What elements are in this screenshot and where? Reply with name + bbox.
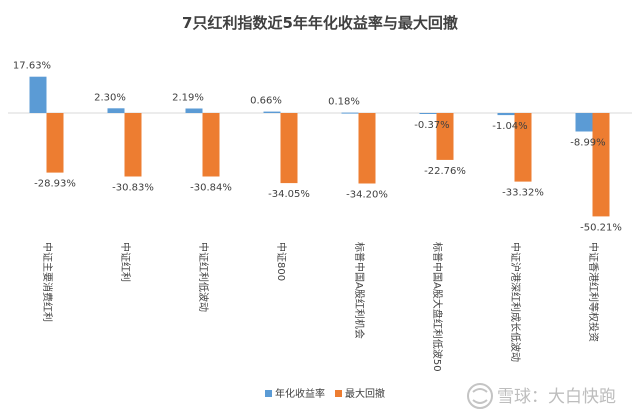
category-label-2: 中证红利低波动 (197, 242, 210, 312)
data-label-drawdown-2: -30.84% (190, 183, 232, 194)
data-label-drawdown-7: -50.21% (580, 222, 622, 233)
bar-return-3 (263, 111, 281, 113)
legend-swatch-0 (265, 390, 272, 397)
bar-drawdown-0 (46, 113, 64, 173)
bar-return-1 (107, 108, 125, 113)
category-label-5: 标普中国A股大盘红利低波50 (431, 242, 444, 372)
data-label-return-3: 0.66% (250, 96, 282, 107)
legend-label-1: 最大回撤 (345, 387, 385, 400)
category-label-7: 中证香港红利等权投资 (587, 242, 600, 342)
bar-return-4 (341, 112, 359, 114)
data-label-drawdown-4: -34.20% (346, 190, 388, 201)
data-label-return-0: 17.63% (13, 61, 51, 72)
bar-return-2 (185, 108, 203, 113)
bar-return-7 (575, 113, 593, 132)
chart-title: 7只红利指数近5年年化收益率与最大回撤 (182, 14, 458, 32)
legend: 年化收益率 最大回撤 (265, 387, 385, 400)
bar-return-0 (29, 76, 47, 113)
data-label-drawdown-6: -33.32% (502, 188, 544, 199)
bar-drawdown-7 (592, 113, 610, 217)
data-label-return-4: 0.18% (328, 97, 360, 108)
data-label-return-1: 2.30% (94, 92, 126, 103)
watermark: 雪球：大白快跑 (467, 383, 616, 409)
bar-drawdown-6 (514, 113, 532, 182)
legend-label-0: 年化收益率 (275, 387, 325, 400)
data-label-drawdown-0: -28.93% (34, 179, 76, 190)
data-label-return-2: 2.19% (172, 93, 204, 104)
watermark-text: 雪球：大白快跑 (497, 387, 616, 407)
legend-swatch-1 (335, 390, 342, 397)
data-label-drawdown-1: -30.83% (112, 183, 154, 194)
data-label-drawdown-3: -34.05% (268, 189, 310, 200)
category-label-1: 中证红利 (119, 242, 132, 282)
bar-drawdown-2 (202, 113, 220, 177)
category-label-0: 中证主要消费红利 (41, 242, 54, 322)
bar-drawdown-4 (358, 113, 376, 184)
xueqiu-logo-icon (467, 383, 493, 409)
data-label-return-7: -8.99% (570, 138, 605, 149)
bar-return-6 (497, 113, 515, 116)
category-label-4: 标普中国A股红利机会 (353, 242, 366, 339)
category-label-6: 中证沪港深红利成长低波动 (509, 242, 522, 362)
data-label-return-6: -1.04% (492, 121, 527, 132)
data-label-return-5: -0.37% (414, 120, 449, 131)
bar-drawdown-1 (124, 113, 142, 177)
category-label-3: 中证800 (275, 242, 288, 281)
data-label-drawdown-5: -22.76% (424, 166, 466, 177)
bar-drawdown-3 (280, 113, 298, 184)
bar-return-5 (419, 113, 437, 114)
bar-drawdown-5 (436, 113, 454, 160)
